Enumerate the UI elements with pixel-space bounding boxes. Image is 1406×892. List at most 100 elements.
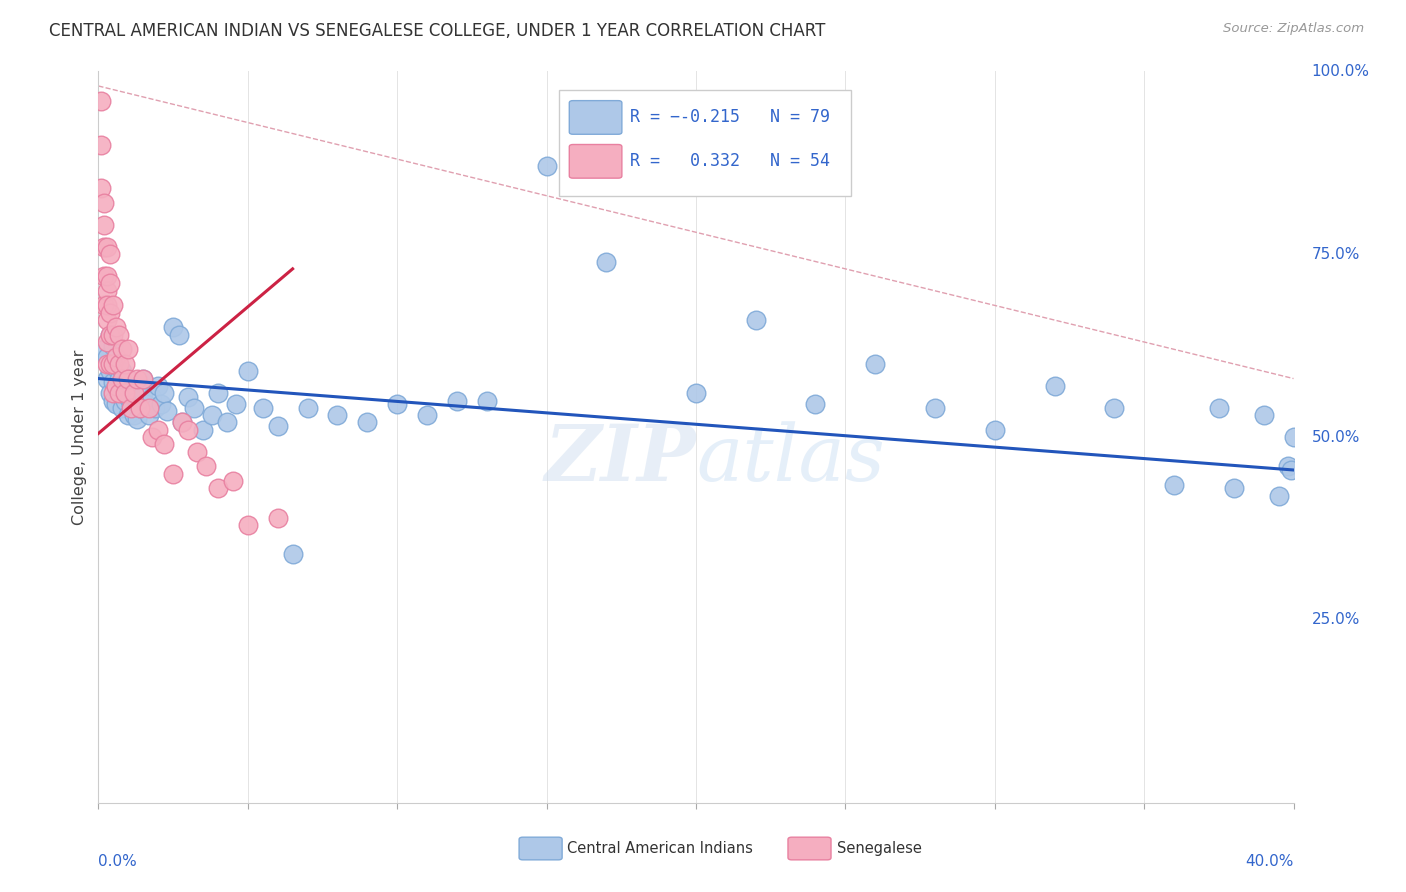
Point bbox=[124, 390, 146, 404]
Point bbox=[207, 386, 229, 401]
Point bbox=[267, 419, 290, 434]
Point bbox=[117, 343, 139, 357]
Point bbox=[201, 408, 224, 422]
Point bbox=[141, 390, 163, 404]
Point bbox=[984, 423, 1007, 437]
Point bbox=[385, 397, 409, 411]
Point bbox=[93, 298, 115, 312]
Point bbox=[236, 364, 259, 378]
Text: R = −-0.215   N = 79: R = −-0.215 N = 79 bbox=[630, 109, 830, 127]
Point bbox=[685, 386, 707, 401]
Point bbox=[138, 401, 160, 415]
Point bbox=[114, 376, 136, 390]
Point bbox=[120, 397, 142, 411]
Point bbox=[96, 313, 118, 327]
Point bbox=[93, 218, 115, 232]
Point bbox=[124, 386, 146, 401]
Point bbox=[148, 379, 170, 393]
Point bbox=[183, 401, 205, 415]
Point bbox=[108, 386, 131, 401]
Point bbox=[1043, 379, 1066, 393]
Point bbox=[132, 371, 155, 385]
Point bbox=[105, 379, 128, 393]
Point bbox=[103, 357, 125, 371]
Point bbox=[127, 393, 149, 408]
Point bbox=[281, 547, 304, 561]
Point bbox=[93, 196, 115, 211]
Point bbox=[326, 408, 349, 422]
Point bbox=[167, 327, 190, 342]
Point bbox=[114, 393, 136, 408]
FancyBboxPatch shape bbox=[569, 145, 621, 178]
Point bbox=[103, 298, 125, 312]
Text: CENTRAL AMERICAN INDIAN VS SENEGALESE COLLEGE, UNDER 1 YEAR CORRELATION CHART: CENTRAL AMERICAN INDIAN VS SENEGALESE CO… bbox=[49, 22, 825, 40]
Point bbox=[1208, 401, 1230, 415]
Point bbox=[172, 416, 194, 430]
Text: atlas: atlas bbox=[696, 421, 884, 497]
Point bbox=[924, 401, 946, 415]
Text: Source: ZipAtlas.com: Source: ZipAtlas.com bbox=[1223, 22, 1364, 36]
Point bbox=[98, 327, 122, 342]
Point bbox=[111, 401, 134, 415]
Point bbox=[252, 401, 274, 415]
Point bbox=[162, 320, 184, 334]
Point bbox=[103, 376, 125, 390]
Text: 25.0%: 25.0% bbox=[1312, 613, 1360, 627]
Point bbox=[225, 397, 247, 411]
Point bbox=[98, 247, 122, 261]
Text: ZIP: ZIP bbox=[544, 421, 696, 497]
Point bbox=[105, 379, 128, 393]
Point bbox=[1223, 481, 1246, 495]
Point bbox=[127, 412, 149, 426]
Point bbox=[129, 401, 152, 415]
Point bbox=[1163, 477, 1185, 491]
Text: 75.0%: 75.0% bbox=[1312, 247, 1360, 261]
Y-axis label: College, Under 1 year: College, Under 1 year bbox=[72, 350, 87, 524]
Point bbox=[93, 343, 115, 357]
Text: Central American Indians: Central American Indians bbox=[567, 841, 752, 856]
Point bbox=[297, 401, 319, 415]
Point bbox=[416, 408, 439, 422]
Point bbox=[111, 383, 134, 397]
Point bbox=[108, 327, 131, 342]
Point bbox=[446, 393, 468, 408]
Point bbox=[96, 357, 118, 371]
Point bbox=[105, 360, 128, 375]
Point bbox=[108, 386, 131, 401]
Point bbox=[103, 393, 125, 408]
Point bbox=[96, 350, 118, 364]
Point bbox=[138, 408, 160, 422]
Text: 40.0%: 40.0% bbox=[1246, 854, 1294, 869]
Point bbox=[195, 459, 218, 474]
FancyBboxPatch shape bbox=[569, 101, 621, 135]
Point bbox=[1104, 401, 1126, 415]
Point bbox=[103, 338, 125, 352]
Point bbox=[356, 416, 378, 430]
Point bbox=[536, 160, 558, 174]
Point bbox=[96, 269, 118, 284]
Point bbox=[135, 397, 157, 411]
Point bbox=[124, 408, 146, 422]
Point bbox=[105, 350, 128, 364]
FancyBboxPatch shape bbox=[519, 838, 562, 860]
Point bbox=[93, 269, 115, 284]
Point bbox=[153, 437, 176, 451]
Point bbox=[148, 423, 170, 437]
Point bbox=[103, 386, 125, 401]
Point bbox=[103, 357, 125, 371]
Point bbox=[96, 298, 118, 312]
Point bbox=[117, 371, 139, 385]
Point bbox=[141, 430, 163, 444]
Point bbox=[111, 364, 134, 378]
Point bbox=[150, 397, 173, 411]
Point bbox=[129, 401, 152, 415]
Point bbox=[120, 401, 142, 415]
Point bbox=[177, 423, 200, 437]
Text: Senegalese: Senegalese bbox=[837, 841, 922, 856]
Point bbox=[103, 327, 125, 342]
Point bbox=[745, 313, 768, 327]
Point bbox=[162, 467, 184, 481]
Point bbox=[1253, 408, 1275, 422]
Point bbox=[96, 240, 118, 254]
Point bbox=[120, 379, 142, 393]
